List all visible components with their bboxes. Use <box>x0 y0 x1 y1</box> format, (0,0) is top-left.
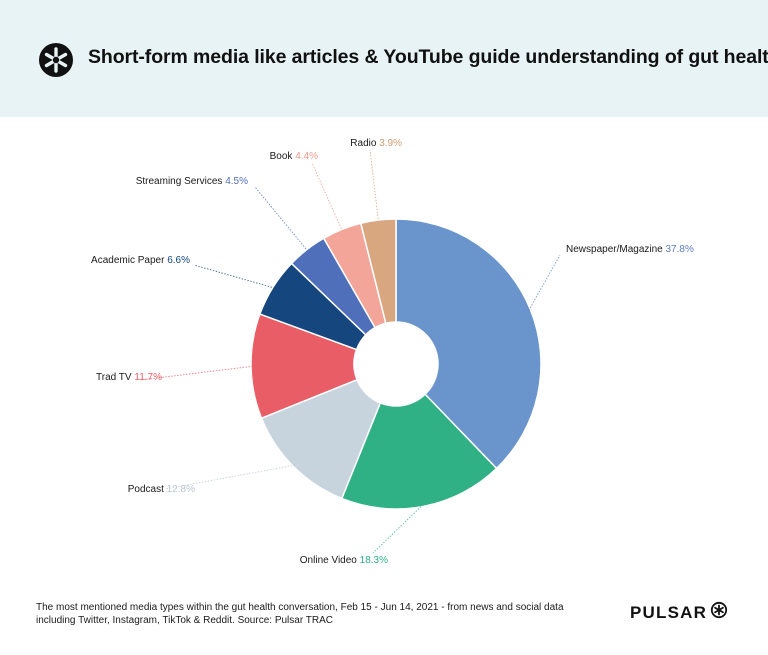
slice-online-video <box>340 393 498 510</box>
slice-label-value: 12.8% <box>167 484 195 495</box>
leader-line <box>369 149 379 223</box>
footer-note-line-2: including Twitter, Instagram, TikTok & R… <box>36 615 333 626</box>
leader-line <box>254 186 309 252</box>
brand-wordmark: PULSAR <box>630 603 708 622</box>
slice-label-name: Trad TV <box>96 372 134 383</box>
header-banner: Short-form media like articles & YouTube… <box>0 0 768 117</box>
slice-labels: Newspaper/Magazine 37.8% Online Video 18.… <box>91 138 694 566</box>
leader-line <box>311 162 343 232</box>
slice-label-value: 4.5% <box>225 176 248 187</box>
slice-radio <box>359 218 397 325</box>
leader-line <box>139 365 254 381</box>
pulsar-brand-asterisk-icon <box>710 601 728 619</box>
leader-line <box>528 254 561 311</box>
slice-label-name: Academic Paper <box>91 255 167 266</box>
leader-lines <box>139 149 561 554</box>
footer-note-line-1: The most mentioned media types within th… <box>36 602 564 613</box>
pulsar-asterisk-icon <box>39 43 73 77</box>
slice-label: Online Video 18.3% <box>300 555 388 566</box>
slice-label: Book 4.4% <box>270 151 318 162</box>
donut-chart: Newspaper/Magazine 37.8% Online Video 18.… <box>91 138 694 566</box>
slice-label: Streaming Services 4.5% <box>136 176 248 187</box>
slice-label-value: 11.7% <box>134 372 162 383</box>
slice-label: Radio 3.9% <box>350 138 402 149</box>
footer-source-note: The most mentioned media types within th… <box>36 601 596 627</box>
donut-slices <box>250 218 542 510</box>
slice-label-name: Newspaper/Magazine <box>566 244 666 255</box>
slice-label-name: Streaming Services <box>136 176 225 187</box>
slice-label-name: Online Video <box>300 555 360 566</box>
chart-title: Short-form media like articles & YouTube… <box>88 46 768 68</box>
pulsar-brand: PULSAR <box>630 601 728 624</box>
leader-line <box>164 464 295 490</box>
slice-newspaper-magazine <box>395 218 542 470</box>
slice-label: Podcast 12.8% <box>128 484 195 495</box>
slice-label-name: Podcast <box>128 484 167 495</box>
leader-line <box>372 504 424 554</box>
slice-label: Newspaper/Magazine 37.8% <box>566 244 694 255</box>
slice-podcast <box>260 378 382 500</box>
slice-label-name: Radio <box>350 138 379 149</box>
slice-label-value: 6.6% <box>167 255 190 266</box>
slice-label-value: 3.9% <box>379 138 402 149</box>
slice-label: Academic Paper 6.6% <box>91 255 190 266</box>
slice-label: Trad TV 11.7% <box>96 372 162 383</box>
leader-line <box>193 264 275 289</box>
slice-label-value: 37.8% <box>666 244 694 255</box>
slice-label-name: Book <box>270 151 296 162</box>
slice-label-value: 4.4% <box>295 151 318 162</box>
slice-label-value: 18.3% <box>360 555 388 566</box>
